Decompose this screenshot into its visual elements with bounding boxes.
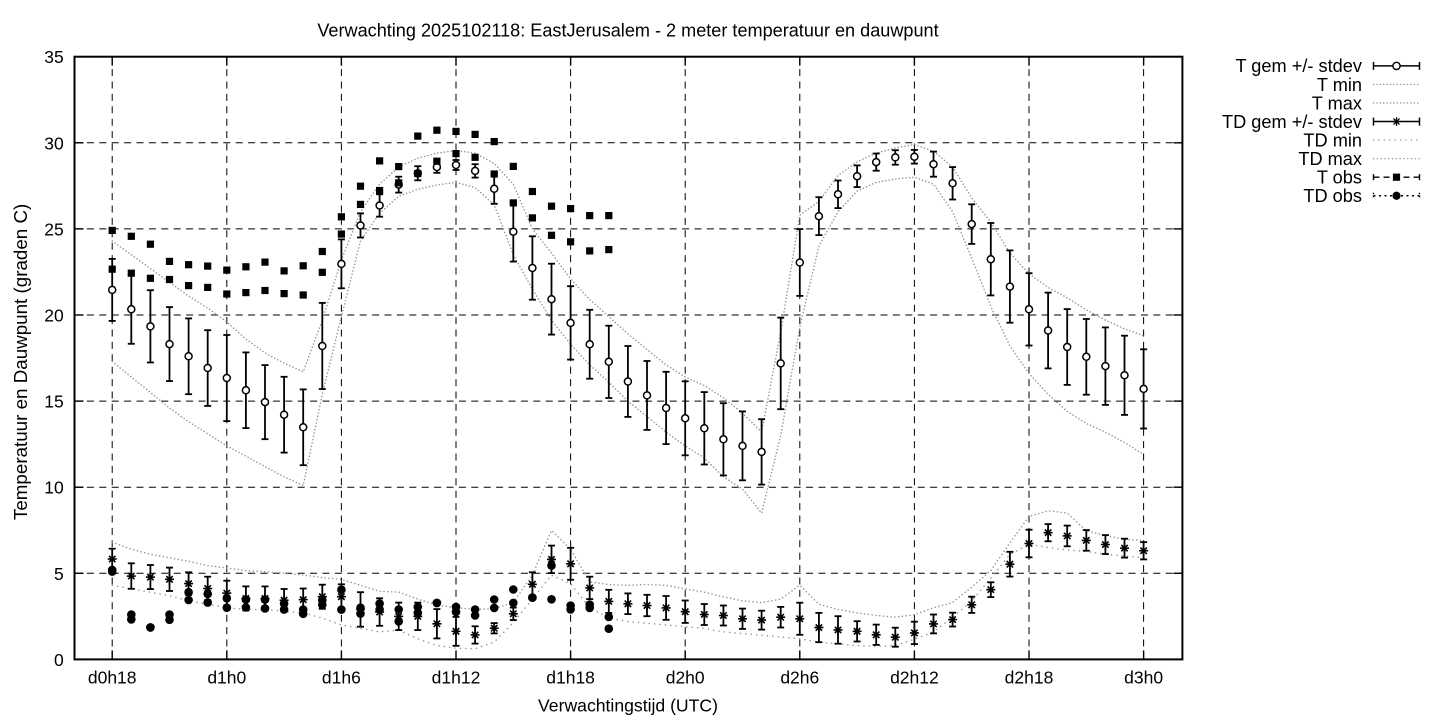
- svg-text:TD gem +/- stdev: TD gem +/- stdev: [1222, 112, 1363, 132]
- svg-text:d2h18: d2h18: [1005, 667, 1054, 687]
- svg-text:35: 35: [44, 47, 63, 67]
- svg-text:T min: T min: [1317, 75, 1362, 95]
- svg-text:TD obs: TD obs: [1303, 186, 1362, 206]
- svg-text:d2h6: d2h6: [780, 667, 819, 687]
- svg-text:Verwachting 2025102118: EastJe: Verwachting 2025102118: EastJerusalem - …: [317, 21, 938, 41]
- svg-text:20: 20: [44, 306, 64, 326]
- svg-text:d1h18: d1h18: [546, 667, 595, 687]
- svg-text:Temperatuur en Dauwpunt (grade: Temperatuur en Dauwpunt (graden C): [10, 204, 31, 520]
- svg-text:30: 30: [44, 133, 64, 153]
- svg-text:d2h12: d2h12: [890, 667, 939, 687]
- svg-text:d1h12: d1h12: [432, 667, 481, 687]
- svg-text:T gem +/- stdev: T gem +/- stdev: [1235, 56, 1362, 76]
- svg-text:d1h0: d1h0: [207, 667, 246, 687]
- svg-text:d3h0: d3h0: [1124, 667, 1163, 687]
- svg-text:T obs: T obs: [1317, 168, 1362, 188]
- svg-text:d1h6: d1h6: [322, 667, 361, 687]
- svg-text:Verwachtingstijd (UTC): Verwachtingstijd (UTC): [538, 695, 718, 715]
- svg-text:15: 15: [44, 392, 63, 412]
- svg-text:10: 10: [44, 478, 64, 498]
- svg-text:0: 0: [54, 650, 64, 670]
- svg-text:T max: T max: [1312, 93, 1362, 113]
- svg-text:5: 5: [54, 564, 64, 584]
- svg-text:d0h18: d0h18: [88, 667, 137, 687]
- svg-text:TD min: TD min: [1303, 130, 1362, 150]
- svg-text:d2h0: d2h0: [666, 667, 705, 687]
- svg-text:25: 25: [44, 219, 63, 239]
- svg-text:TD max: TD max: [1298, 149, 1362, 169]
